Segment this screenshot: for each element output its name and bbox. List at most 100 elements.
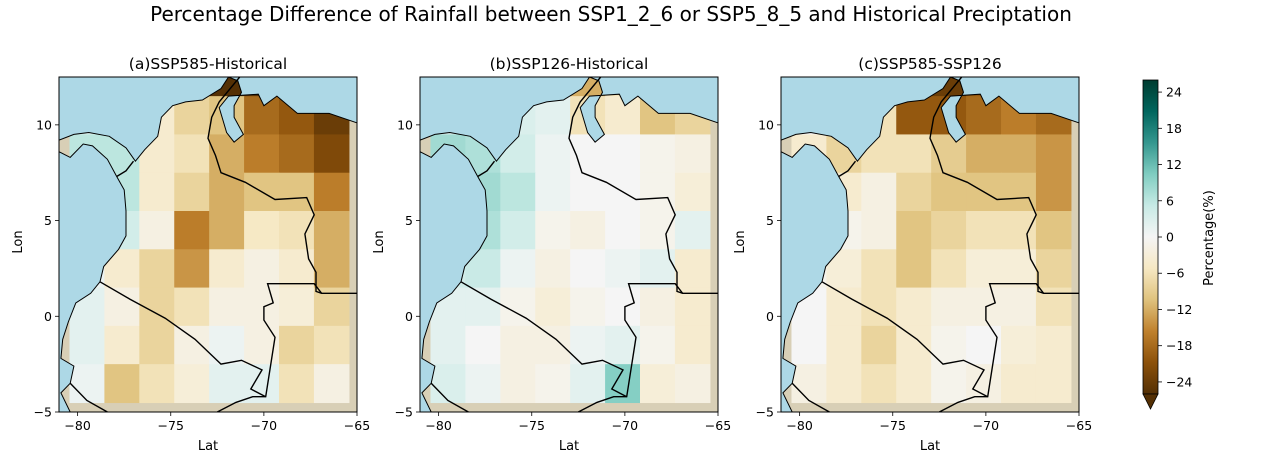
panel-title: (b)SSP126-Historical — [490, 55, 649, 73]
panel-ssp585-historical: (a)SSP585-Historical −80 −75 −70 −65−50510 … — [11, 55, 370, 454]
heatmap-cell — [465, 364, 501, 404]
heatmap-cell — [244, 134, 280, 174]
x-tick-label: −80 — [425, 418, 451, 433]
colorbar-tick-label: −12 — [1166, 302, 1192, 317]
heatmap-cell — [570, 249, 606, 289]
y-tick-label: −5 — [34, 405, 52, 420]
x-axis-label: Lat — [198, 439, 218, 454]
heatmap-cell — [640, 134, 676, 174]
heatmap-cell — [1001, 287, 1037, 327]
heatmap-cell — [931, 249, 967, 289]
heatmap-cell — [279, 211, 315, 250]
colorbar: 24 18 12 6 0 −6 −12 −18 −24 Percentage(%) — [1142, 79, 1217, 410]
heatmap-cell — [1035, 364, 1072, 404]
heatmap-cell — [465, 287, 501, 327]
heatmap-cell — [896, 249, 932, 289]
heatmap-cell — [313, 249, 350, 289]
heatmap-cell — [1035, 211, 1072, 250]
heatmap-cell — [861, 364, 897, 404]
colorbar-tick-label: −18 — [1166, 338, 1192, 353]
heatmap-cell — [966, 211, 1002, 250]
x-tick-label: −75 — [519, 418, 545, 433]
heatmap-cell — [931, 287, 967, 327]
heatmap-cell — [896, 172, 932, 212]
heatmap-cell — [674, 211, 711, 250]
heatmap-cell — [244, 287, 280, 327]
x-tick-label: −75 — [158, 418, 184, 433]
heatmap-cell — [791, 364, 827, 404]
heatmap-cell — [139, 172, 175, 212]
heatmap-cell — [209, 249, 245, 289]
heatmap-cell — [69, 364, 105, 404]
heatmap-cell — [313, 287, 350, 327]
x-tick-label: −80 — [786, 418, 812, 433]
heatmap-cell — [826, 287, 862, 327]
axes: −80 −75 −70 −65 −5 0 5 10 — [34, 76, 370, 433]
x-tick-label: −65 — [1066, 418, 1092, 433]
heatmap-cell — [640, 172, 676, 212]
heatmap-cell — [174, 249, 210, 289]
heatmap-cell — [640, 287, 676, 327]
colorbar-tick-label: 18 — [1166, 121, 1182, 136]
country-border — [477, 160, 496, 178]
x-tick-label: −70 — [973, 418, 999, 433]
axes: −80 −75 −70 −65 −5 0 5 10 — [395, 76, 731, 433]
heatmap-cell — [861, 172, 897, 212]
colorbar-ticks: 24 18 12 6 0 −6 −12 −18 −24 — [1158, 85, 1192, 389]
heatmap-cell — [896, 325, 932, 365]
ocean-pacific — [59, 77, 230, 412]
heatmap-cell — [931, 325, 967, 365]
heatmap-cell — [535, 325, 571, 365]
heatmap-cell — [174, 287, 210, 327]
x-axis-label: Lat — [920, 439, 940, 454]
y-tick-label: 5 — [405, 213, 413, 228]
heatmap-cell — [279, 325, 315, 365]
heatmap-cell — [139, 249, 175, 289]
heatmap-cell — [931, 211, 967, 250]
country-border — [99, 281, 267, 398]
heatmap-cell — [674, 364, 711, 404]
heatmap-cell — [896, 134, 932, 174]
heatmap-cell — [570, 287, 606, 327]
axes-frame — [419, 76, 719, 413]
heatmap-cell — [640, 364, 676, 404]
x-tick-label: −80 — [64, 418, 90, 433]
axes: −80 −75 −70 −65 −5 0 5 10 — [756, 76, 1092, 433]
heatmap-cell — [931, 172, 967, 212]
axes-frame — [780, 76, 1080, 413]
heatmap-cell — [535, 134, 571, 174]
heatmap-cell — [1035, 172, 1072, 212]
heatmap-cell — [500, 325, 536, 365]
y-tick-label: 0 — [405, 309, 413, 324]
colorbar-gradient — [1142, 79, 1159, 395]
colorbar-tick-label: 12 — [1166, 157, 1182, 172]
heatmap-cell — [535, 364, 571, 404]
heatmap-cell — [674, 287, 711, 327]
heatmap-cell — [674, 172, 711, 212]
heatmap-cell — [500, 249, 536, 289]
country-border — [568, 77, 718, 294]
heatmap-cell — [139, 364, 175, 404]
heatmap-cell — [500, 211, 536, 250]
heatmap-cell — [209, 364, 245, 404]
ocean-caribbean — [218, 77, 357, 143]
heatmap-cell — [605, 134, 641, 174]
colorbar-tick-label: 6 — [1166, 193, 1174, 208]
heatmap-cell — [500, 172, 536, 212]
heatmap-cell — [570, 211, 606, 250]
heatmap-cell — [931, 364, 967, 404]
x-axis-label: Lat — [559, 439, 579, 454]
heatmap-cell — [430, 364, 466, 404]
heatmap-cell — [313, 325, 350, 365]
colorbar-tick-label: 0 — [1166, 230, 1174, 245]
heatmap-cell — [674, 134, 711, 174]
axes-frame — [58, 76, 358, 413]
x-tick-label: −75 — [880, 418, 906, 433]
heatmap-cell — [313, 134, 350, 174]
country-border — [216, 283, 323, 412]
colorbar-extend-arrow — [1142, 393, 1159, 410]
heatmap-cell — [174, 172, 210, 212]
heatmap-cell — [244, 249, 280, 289]
